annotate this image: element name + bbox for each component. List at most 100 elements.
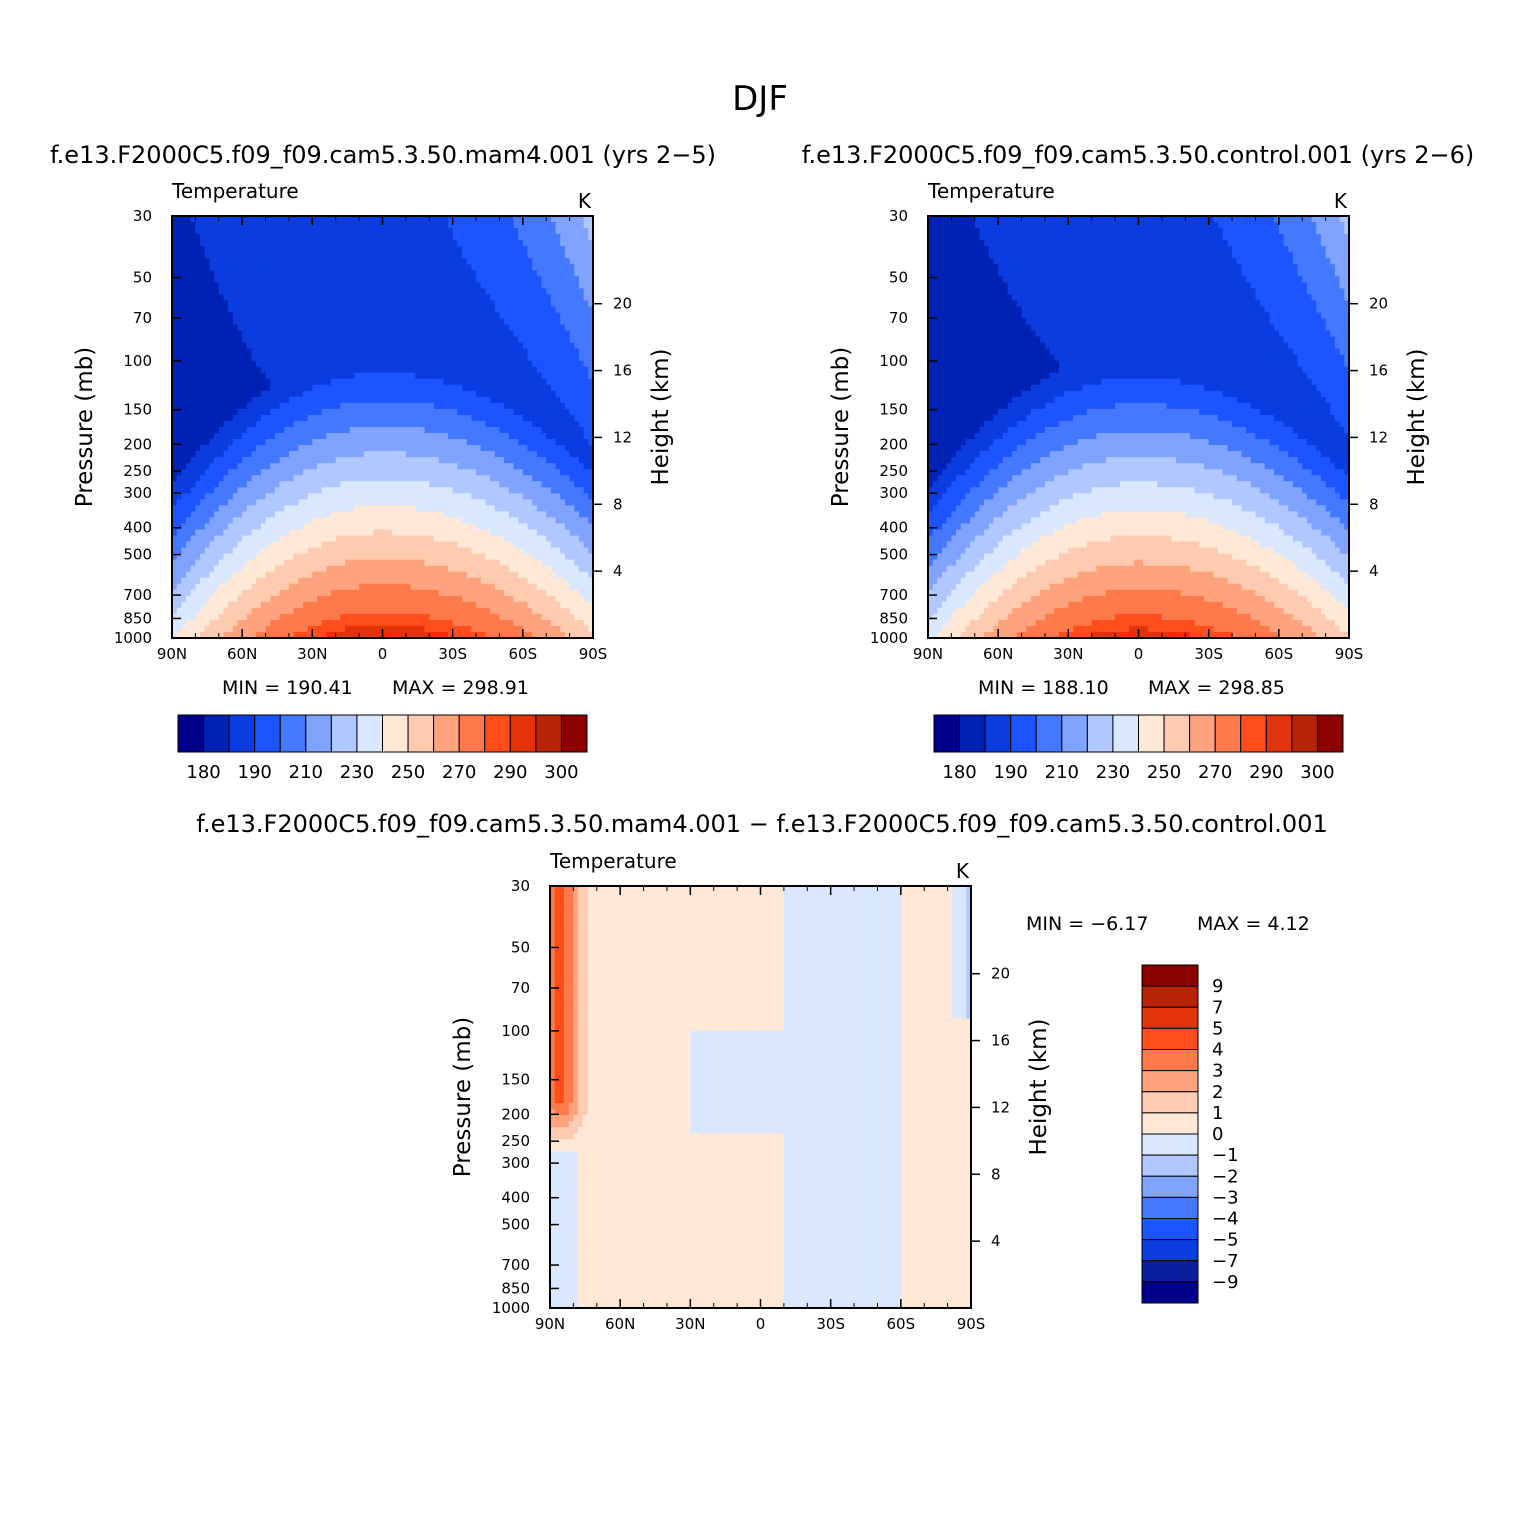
contour-cell: [219, 481, 224, 488]
contour-cell: [336, 433, 341, 440]
contour-cell: [294, 457, 299, 464]
contour-cell: [528, 270, 533, 277]
contour-cell: [373, 511, 378, 518]
contour-cell: [256, 397, 261, 404]
contour-cell: [350, 331, 355, 338]
contour-cell: [317, 312, 322, 319]
contour-cell: [322, 511, 327, 518]
contour-cell: [228, 457, 233, 464]
contour-cell: [223, 487, 228, 494]
contour-cell: [345, 523, 350, 530]
contour-cell: [537, 397, 542, 404]
contour-cell: [195, 505, 200, 512]
contour-cell: [256, 318, 261, 325]
contour-cell: [439, 469, 444, 476]
contour-cell: [425, 505, 430, 512]
contour-cell: [289, 397, 294, 404]
contour-cell: [490, 439, 495, 446]
contour-cell: [542, 306, 547, 313]
contour-cell: [340, 312, 345, 319]
contour-cell: [280, 517, 285, 524]
contour-cell: [476, 457, 481, 464]
contour-cell: [195, 409, 200, 416]
contour-cell: [429, 511, 434, 518]
contour-cell: [312, 264, 317, 271]
contour-cell: [397, 312, 402, 319]
contour-cell: [186, 252, 191, 259]
contour-cell: [209, 325, 214, 332]
contour-cell: [294, 306, 299, 313]
contour-cell: [528, 409, 533, 416]
contour-cell: [205, 355, 210, 362]
contour-cell: [565, 481, 570, 488]
contour-cell: [303, 487, 308, 494]
contour-cell: [266, 385, 271, 392]
contour-cell: [513, 325, 518, 332]
contour-cell: [200, 511, 205, 518]
contour-cell: [406, 523, 411, 530]
contour-cell: [331, 246, 336, 253]
contour-cell: [509, 294, 514, 301]
contour-cell: [499, 343, 504, 350]
contour-cell: [294, 463, 299, 470]
contour-cell: [467, 288, 472, 295]
contour-cell: [387, 481, 392, 488]
contour-cell: [443, 445, 448, 452]
contour-cell: [542, 536, 547, 543]
contour-cell: [579, 536, 584, 543]
contour-cell: [223, 469, 228, 476]
contour-cell: [462, 306, 467, 313]
contour-cell: [209, 499, 214, 506]
contour-cell: [378, 536, 383, 543]
contour-cell: [322, 548, 327, 555]
contour-cell: [294, 542, 299, 549]
contour-cell: [528, 361, 533, 368]
contour-cell: [490, 367, 495, 374]
contour-cell: [509, 397, 514, 404]
contour-cell: [434, 246, 439, 253]
contour-cell: [523, 234, 528, 241]
contour-cell: [565, 379, 570, 386]
contour-cell: [359, 300, 364, 307]
contour-cell: [523, 288, 528, 295]
contour-cell: [518, 385, 523, 392]
contour-cell: [495, 276, 500, 283]
contour-cell: [181, 469, 186, 476]
contour-cell: [443, 270, 448, 277]
contour-cell: [195, 373, 200, 380]
contour-cell: [411, 252, 416, 259]
contour-cell: [546, 264, 551, 271]
contour-cell: [504, 445, 509, 452]
contour-cell: [280, 349, 285, 356]
contour-cell: [219, 505, 224, 512]
contour-cell: [247, 379, 252, 386]
contour-cell: [528, 439, 533, 446]
contour-cell: [518, 505, 523, 512]
contour-cell: [462, 270, 467, 277]
contour-cell: [368, 409, 373, 416]
contour-cell: [177, 445, 182, 452]
contour-cell: [340, 264, 345, 271]
contour-cell: [471, 493, 476, 500]
contour-cell: [504, 542, 509, 549]
contour-cell: [322, 252, 327, 259]
contour-cell: [570, 355, 575, 362]
contour-cell: [289, 318, 294, 325]
contour-cell: [312, 325, 317, 332]
contour-cell: [317, 475, 322, 482]
contour-cell: [392, 355, 397, 362]
contour-cell: [495, 536, 500, 543]
contour-cell: [574, 228, 579, 235]
contour-cell: [331, 331, 336, 338]
contour-cell: [308, 361, 313, 368]
contour-cell: [280, 361, 285, 368]
contour-cell: [322, 481, 327, 488]
contour-cell: [551, 499, 556, 506]
contour-cell: [219, 385, 224, 392]
contour-cell: [537, 463, 542, 470]
contour-cell: [556, 427, 561, 434]
contour-cell: [181, 548, 186, 555]
contour-cell: [364, 337, 369, 344]
contour-cell: [467, 222, 472, 229]
contour-cell: [252, 343, 257, 350]
